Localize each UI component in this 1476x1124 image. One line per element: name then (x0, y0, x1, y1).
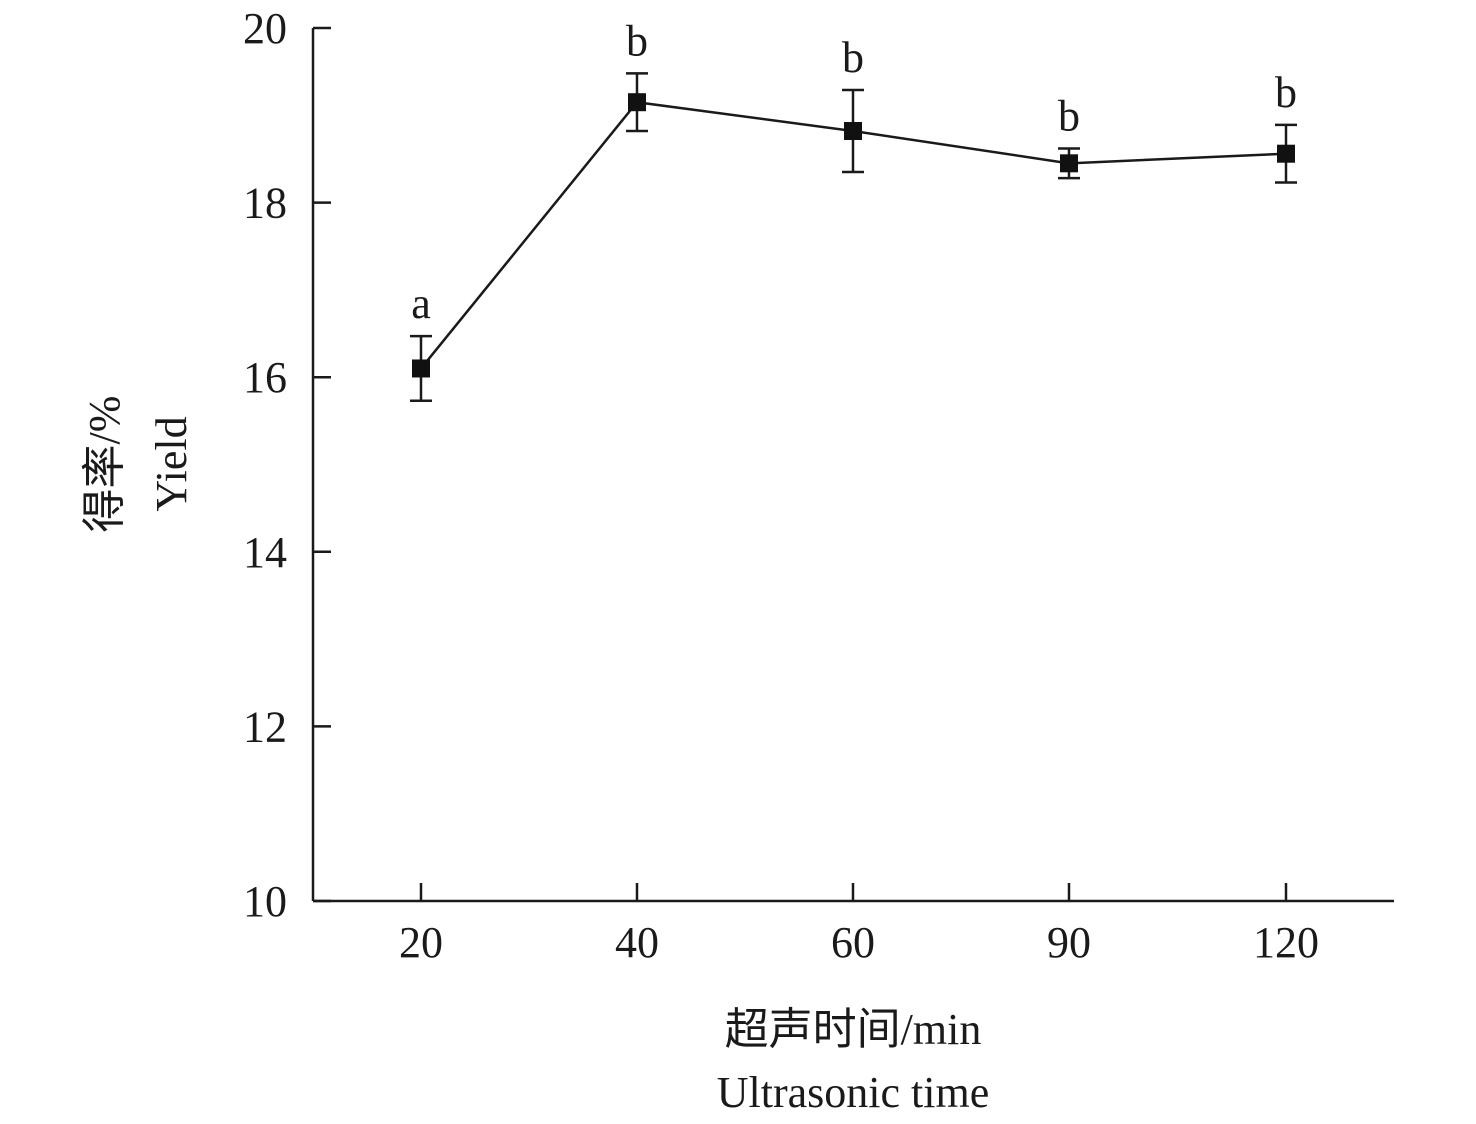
x-tick-label: 20 (399, 918, 443, 967)
y-tick-label: 16 (243, 353, 287, 402)
x-tick-label: 60 (831, 918, 875, 967)
significance-label: b (842, 33, 864, 82)
data-point-marker (412, 359, 430, 378)
significance-label: b (626, 16, 648, 65)
data-point-marker (1060, 154, 1078, 173)
significance-label: a (411, 279, 431, 328)
data-point-marker (628, 93, 646, 112)
y-tick-label: 20 (243, 4, 287, 53)
y-tick-label: 10 (243, 877, 287, 926)
x-tick-label: 90 (1047, 918, 1091, 967)
y-axis-title-cn: 得率/% (80, 396, 129, 533)
y-axis-title-en: Yield (147, 416, 196, 511)
y-ticks: 10 12 14 16 18 20 (243, 4, 331, 926)
y-tick-label: 14 (243, 528, 287, 577)
data-point-marker (1277, 144, 1295, 163)
y-tick-label: 18 (243, 179, 287, 228)
x-tick-label: 40 (615, 918, 659, 967)
y-tick-label: 12 (243, 702, 287, 751)
series-group: a b b b b (410, 16, 1297, 403)
x-axis-title-cn: 超声时间/min (725, 1005, 982, 1054)
x-ticks: 20 40 60 90 120 (399, 883, 1319, 967)
x-tick-label: 120 (1253, 918, 1319, 967)
data-point-marker (844, 122, 862, 141)
significance-label: b (1275, 68, 1297, 117)
x-axis-title-en: Ultrasonic time (717, 1068, 990, 1117)
significance-label: b (1058, 91, 1080, 140)
